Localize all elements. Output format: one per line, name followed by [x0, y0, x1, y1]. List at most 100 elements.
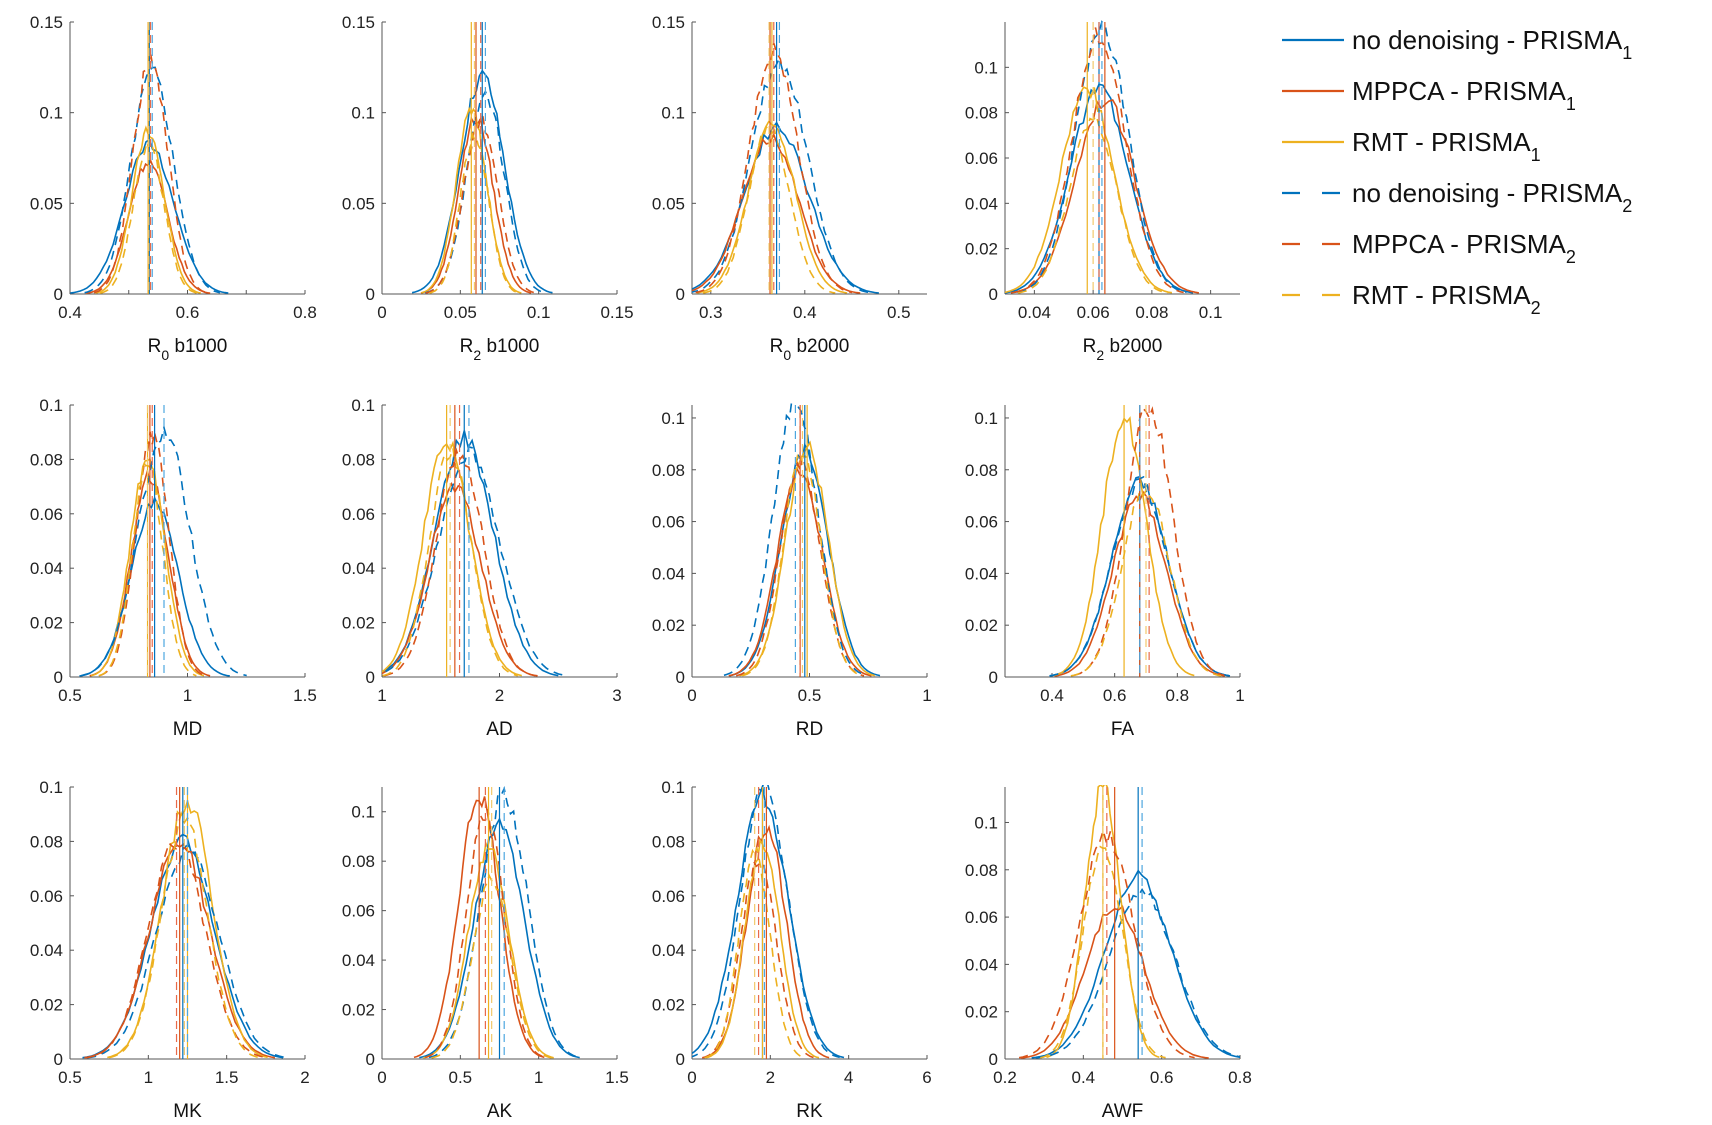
x-axis-label: RK — [796, 1101, 823, 1122]
y-tick-label: 0.05 — [652, 194, 685, 213]
series-line — [692, 785, 840, 1059]
x-tick-label: 0.5 — [798, 686, 822, 705]
y-tick-label: 0 — [989, 1050, 998, 1069]
y-tick-label: 0.15 — [30, 13, 63, 32]
series-line — [1073, 406, 1225, 677]
x-tick-label: 0.1 — [527, 303, 551, 322]
y-tick-label: 0.1 — [351, 803, 375, 822]
y-tick-label: 0.04 — [342, 951, 375, 970]
subplot-10: 0 0.02 0.04 0.06 0.08 0.1 0 0.5 1 1.5 AK — [342, 786, 629, 1122]
series-line — [1017, 20, 1187, 294]
y-tick-label: 0.06 — [965, 908, 998, 927]
y-tick-label: 0.15 — [652, 13, 685, 32]
x-axis-label: AK — [487, 1101, 513, 1122]
y-tick-label: 0.05 — [30, 194, 63, 213]
y-tick-label: 0.1 — [661, 409, 685, 428]
y-tick-label: 0.06 — [965, 513, 998, 532]
x-tick-label: 1 — [183, 686, 192, 705]
x-axis-label: R0 b1000 — [148, 336, 228, 363]
y-tick-label: 0.02 — [342, 614, 375, 633]
x-tick-label: 0.4 — [793, 303, 817, 322]
x-tick-label: 6 — [922, 1068, 931, 1087]
series-line — [692, 55, 870, 294]
y-tick-label: 0 — [989, 285, 998, 304]
x-tick-label: 1 — [377, 686, 386, 705]
y-tick-label: 0.15 — [342, 13, 375, 32]
y-tick-label: 0.02 — [652, 996, 685, 1015]
y-tick-label: 0.02 — [965, 1003, 998, 1022]
x-tick-label: 0.5 — [449, 1068, 473, 1087]
x-axis-label: MD — [173, 719, 203, 740]
x-tick-label: 0.3 — [699, 303, 723, 322]
y-tick-label: 0 — [676, 668, 685, 687]
x-tick-label: 0 — [687, 1068, 696, 1087]
y-tick-label: 0.04 — [30, 941, 63, 960]
x-tick-label: 0.6 — [176, 303, 200, 322]
x-tick-label: 2 — [300, 1068, 309, 1087]
subplot-1: 0 0.05 0.1 0.15 0.4 0.6 0.8 R0 b1000 — [30, 13, 317, 363]
y-tick-label: 0 — [54, 668, 63, 687]
subplot-6: 0 0.02 0.04 0.06 0.08 0.1 1 2 3 AD — [342, 396, 622, 740]
y-tick-label: 0 — [676, 285, 685, 304]
y-tick-label: 0.08 — [652, 832, 685, 851]
series-line — [1046, 785, 1160, 1059]
x-tick-label: 1.5 — [293, 686, 317, 705]
y-tick-label: 0.04 — [965, 564, 998, 583]
x-tick-label: 4 — [844, 1068, 853, 1087]
y-tick-label: 0.02 — [652, 616, 685, 635]
legend-item: RMT - PRISMA2 — [1282, 280, 1541, 318]
y-tick-label: 0.02 — [30, 614, 63, 633]
y-tick-label: 0.08 — [965, 861, 998, 880]
x-tick-label: 0 — [377, 1068, 386, 1087]
x-tick-label: 1 — [1235, 686, 1244, 705]
y-tick-label: 0.1 — [974, 813, 998, 832]
x-tick-label: 0.1 — [1199, 303, 1223, 322]
y-tick-label: 0.04 — [652, 941, 685, 960]
series-line — [1070, 488, 1222, 677]
y-tick-label: 0.05 — [342, 194, 375, 213]
y-tick-label: 0.08 — [342, 450, 375, 469]
x-axis-label: MK — [173, 1101, 202, 1122]
y-tick-label: 0.1 — [351, 396, 375, 415]
y-tick-label: 0 — [366, 668, 375, 687]
y-tick-label: 0 — [54, 285, 63, 304]
x-tick-label: 3 — [612, 686, 621, 705]
y-tick-label: 0.02 — [965, 240, 998, 259]
x-tick-label: 0.05 — [444, 303, 477, 322]
x-tick-label: 0 — [377, 303, 386, 322]
x-axis-label: AD — [486, 719, 512, 740]
subplot-8: 0 0.02 0.04 0.06 0.08 0.1 0.4 0.6 0.8 1 FA — [965, 405, 1245, 740]
y-tick-label: 0.06 — [342, 902, 375, 921]
y-tick-label: 0 — [366, 285, 375, 304]
x-axis-label: R2 b1000 — [460, 336, 540, 363]
series-line — [425, 113, 537, 294]
x-tick-label: 0.04 — [1018, 303, 1051, 322]
y-tick-label: 0.1 — [974, 409, 998, 428]
subplot-4: 0 0.02 0.04 0.06 0.08 0.1 0.04 0.06 0.08 0.1 R2 b2… — [965, 20, 1240, 363]
y-tick-label: 0.1 — [351, 104, 375, 123]
x-tick-label: 2 — [495, 686, 504, 705]
legend-item: MPPCA - PRISMA2 — [1282, 229, 1576, 267]
subplot-9: 0 0.02 0.04 0.06 0.08 0.1 0.5 1 1.5 2 MK — [30, 778, 310, 1122]
x-tick-label: 0.06 — [1077, 303, 1110, 322]
x-tick-label: 1 — [534, 1068, 543, 1087]
y-tick-label: 0.08 — [652, 461, 685, 480]
y-tick-label: 0.06 — [342, 505, 375, 524]
legend-label: no denoising - PRISMA1 — [1352, 25, 1632, 63]
y-tick-label: 0.02 — [342, 1001, 375, 1020]
y-tick-label: 0.04 — [965, 194, 998, 213]
legend-item: no denoising - PRISMA1 — [1282, 25, 1632, 63]
y-tick-label: 0.08 — [30, 450, 63, 469]
y-tick-label: 0.1 — [39, 396, 63, 415]
x-tick-label: 0.4 — [58, 303, 82, 322]
x-tick-label: 1 — [144, 1068, 153, 1087]
series-line — [723, 403, 868, 677]
y-tick-label: 0.08 — [965, 461, 998, 480]
y-tick-label: 0.06 — [30, 505, 63, 524]
y-tick-label: 0.04 — [30, 559, 63, 578]
y-tick-label: 0.06 — [652, 887, 685, 906]
series-line — [81, 424, 247, 677]
series-line — [701, 859, 816, 1059]
subplot-7: 0 0.02 0.04 0.06 0.08 0.1 0 0.5 1 RD — [652, 403, 932, 740]
